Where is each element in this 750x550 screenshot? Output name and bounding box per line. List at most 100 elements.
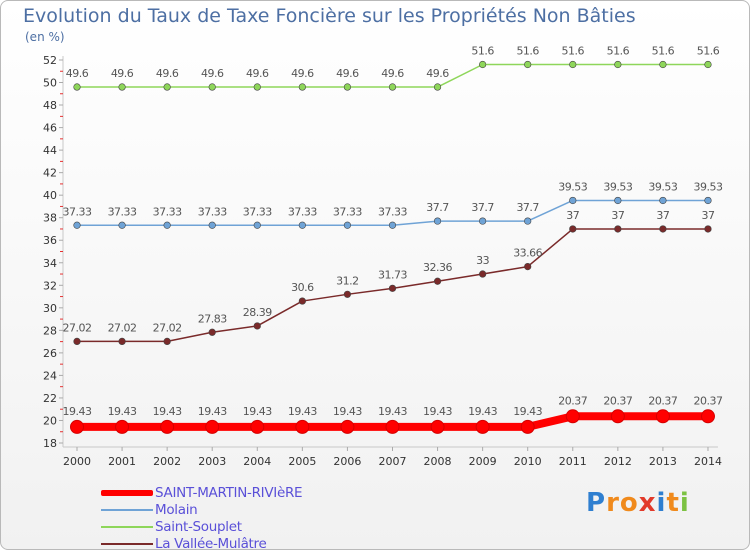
data-label: 19.43 <box>468 405 497 418</box>
data-label: 51.6 <box>516 45 539 58</box>
data-label: 19.43 <box>63 405 92 418</box>
y-tick-label: 32 <box>43 279 57 292</box>
data-point <box>163 337 171 345</box>
data-point <box>479 60 487 69</box>
data-point <box>700 409 715 424</box>
logo-letter: i <box>656 488 667 518</box>
data-label: 51.6 <box>607 45 630 58</box>
legend-swatch-saint-martin-riviere <box>101 490 153 496</box>
data-point <box>659 60 667 69</box>
logo-letter: P <box>586 488 607 518</box>
chart-legend: SAINT-MARTIN-RIVIèRE Molain Saint-Souple… <box>101 485 401 549</box>
data-point <box>295 419 310 434</box>
data-label: 19.43 <box>243 405 272 418</box>
y-tick-label: 36 <box>43 234 57 247</box>
data-label: 49.6 <box>156 67 179 80</box>
y-tick-label: 28 <box>43 324 57 337</box>
data-point <box>524 217 532 225</box>
x-tick-label: 2003 <box>198 455 226 468</box>
data-point <box>208 328 216 336</box>
x-tick-label: 2004 <box>243 455 271 468</box>
data-label: 49.6 <box>336 67 359 80</box>
data-point <box>433 277 442 285</box>
data-point <box>704 225 712 233</box>
x-tick-label: 2006 <box>333 455 361 468</box>
data-point <box>430 419 445 434</box>
data-label: 51.6 <box>697 45 720 58</box>
data-point <box>343 221 352 229</box>
data-point <box>614 196 622 205</box>
data-label: 20.37 <box>603 394 632 407</box>
data-point <box>118 337 126 345</box>
data-label: 37.33 <box>63 205 92 218</box>
y-tick-label: 44 <box>43 144 57 157</box>
data-point <box>433 217 442 225</box>
data-label: 37 <box>656 209 669 222</box>
data-point <box>479 217 487 225</box>
logo-letter: o <box>619 488 639 518</box>
data-label: 19.43 <box>288 405 317 418</box>
data-point <box>343 83 352 91</box>
data-point <box>208 221 216 229</box>
x-tick-label: 2000 <box>63 455 91 468</box>
data-label: 39.53 <box>648 180 677 193</box>
data-label: 19.43 <box>513 405 542 418</box>
data-point <box>73 337 81 345</box>
data-label: 19.43 <box>333 405 362 418</box>
data-point <box>118 221 126 229</box>
legend-label: Molain <box>155 502 198 518</box>
data-label: 49.6 <box>111 67 134 80</box>
data-label: 20.37 <box>648 394 677 407</box>
data-point <box>659 225 667 233</box>
data-label: 20.37 <box>558 394 587 407</box>
data-label: 39.53 <box>558 180 587 193</box>
data-label: 37.7 <box>426 201 449 214</box>
proxiti-logo: Proxiti <box>586 488 690 518</box>
data-point <box>73 221 81 229</box>
data-label: 37.33 <box>288 205 317 218</box>
x-tick-label: 2005 <box>288 455 316 468</box>
data-label: 32.36 <box>423 261 452 274</box>
y-tick-label: 26 <box>43 347 57 360</box>
data-label: 37.33 <box>108 205 137 218</box>
data-point <box>73 83 81 91</box>
data-label: 19.43 <box>378 405 407 418</box>
data-label: 39.53 <box>603 180 632 193</box>
data-label: 49.6 <box>66 67 89 80</box>
data-point <box>298 297 306 305</box>
logo-letter: i <box>679 488 690 518</box>
data-point <box>253 221 261 229</box>
y-tick-label: 22 <box>43 392 57 405</box>
x-tick-label: 2011 <box>559 455 587 468</box>
data-point <box>614 60 622 69</box>
data-point <box>433 83 442 91</box>
data-label: 39.53 <box>693 180 722 193</box>
data-label: 49.6 <box>291 67 314 80</box>
data-point <box>208 83 216 91</box>
y-tick-label: 24 <box>43 369 57 382</box>
data-point <box>614 225 622 233</box>
data-label: 19.43 <box>108 405 137 418</box>
data-point <box>70 419 84 434</box>
data-label: 49.6 <box>381 67 404 80</box>
legend-item-molain: Molain <box>101 502 401 519</box>
data-point <box>250 419 265 434</box>
y-tick-label: 50 <box>43 77 57 90</box>
legend-item-saint-martin-riviere: SAINT-MARTIN-RIVIèRE <box>101 485 401 502</box>
data-point <box>704 60 712 69</box>
data-point <box>163 83 171 91</box>
data-point <box>569 60 577 69</box>
data-point <box>388 221 397 229</box>
data-label: 27.02 <box>63 321 92 334</box>
data-point <box>475 419 490 434</box>
data-point <box>343 290 352 298</box>
y-tick-label: 42 <box>43 167 57 180</box>
data-point <box>205 419 220 434</box>
logo-letter: t <box>666 488 680 518</box>
y-tick-label: 38 <box>43 212 57 225</box>
data-label: 49.6 <box>426 67 449 80</box>
logo-letter: r <box>606 488 620 518</box>
y-tick-label: 30 <box>43 302 57 315</box>
data-point <box>388 83 397 91</box>
